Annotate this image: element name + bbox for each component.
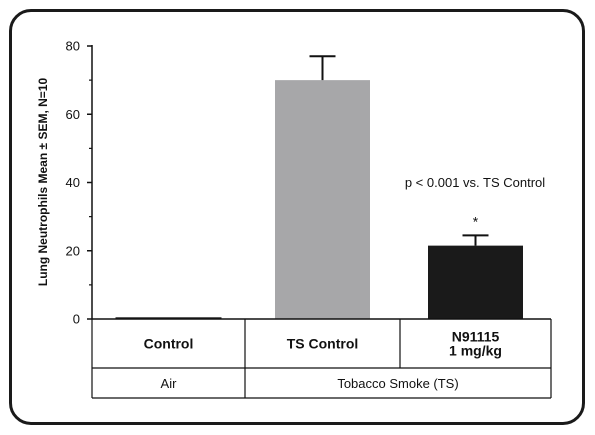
bar bbox=[428, 245, 523, 319]
group-label: Air bbox=[161, 376, 178, 391]
significance-star: * bbox=[473, 213, 479, 229]
y-tick-label: 0 bbox=[73, 312, 80, 327]
y-tick-label: 80 bbox=[66, 39, 80, 54]
bar bbox=[275, 80, 370, 319]
significance-annotation: p < 0.001 vs. TS Control bbox=[405, 175, 545, 190]
bars: * bbox=[115, 55, 523, 319]
y-tick-label: 20 bbox=[66, 243, 80, 258]
category-label: N91115 1 mg/kg bbox=[449, 329, 502, 359]
bar bbox=[115, 317, 222, 319]
y-tick-label: 60 bbox=[66, 107, 80, 122]
y-tick-label: 40 bbox=[66, 175, 80, 190]
group-label: Tobacco Smoke (TS) bbox=[337, 376, 458, 391]
category-label: TS Control bbox=[287, 336, 359, 352]
y-axis: 0 20 40 60 80 bbox=[66, 39, 93, 327]
y-axis-label: Lung Neutrophils Mean ± SEM, N=10 bbox=[36, 78, 50, 287]
category-table: Control TS Control N91115 1 mg/kg Air Tobacco… bbox=[91, 318, 552, 399]
category-label: Control bbox=[144, 336, 194, 352]
